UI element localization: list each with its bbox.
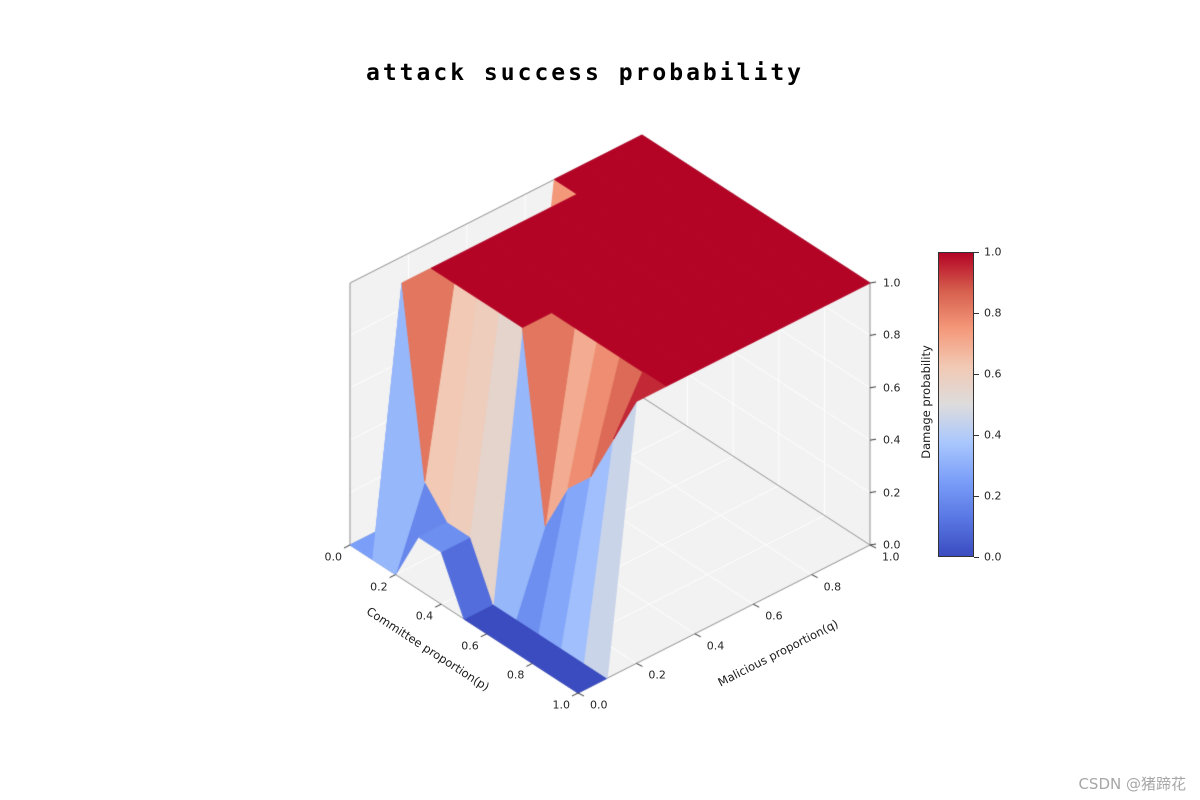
- colorbar-tick: [974, 374, 979, 375]
- chart-title: attack success probability: [365, 60, 805, 86]
- colorbar-tick: [974, 435, 979, 436]
- z-tick-label: 0.6: [883, 381, 901, 395]
- z-tick-label: 1.0: [883, 276, 901, 290]
- colorbar-tick-label: 0.2: [984, 489, 1002, 503]
- colorbar-tick: [974, 557, 979, 558]
- colorbar-tick-label: 0.8: [984, 306, 1002, 320]
- x-tick-label: 0.8: [506, 668, 525, 682]
- colorbar-tick-label: 1.0: [984, 245, 1002, 259]
- y-tick-label: 0.4: [706, 639, 725, 653]
- colorbar-gradient: [938, 252, 974, 557]
- x-tick-label: 0.0: [324, 550, 343, 564]
- x-tick-label: 0.6: [461, 639, 479, 653]
- z-tick-label: 0.0: [883, 538, 901, 552]
- colorbar-tick-label: 0.4: [984, 428, 1002, 442]
- z-tick-label: 0.4: [883, 433, 901, 447]
- z-tick-label: 0.8: [883, 328, 901, 342]
- x-tick-label: 0.4: [415, 609, 434, 623]
- z-axis-label: Damage probability: [919, 345, 933, 459]
- y-tick-label: 1.0: [882, 550, 900, 564]
- colorbar-tick: [974, 496, 979, 497]
- z-tick-label: 0.2: [883, 486, 901, 500]
- watermark: CSDN @猪蹄花: [1078, 775, 1186, 793]
- colorbar-tick-label: 0.6: [984, 367, 1002, 381]
- y-tick-label: 0.8: [823, 580, 842, 594]
- x-tick-label: 1.0: [552, 698, 571, 712]
- x-tick-label: 0.2: [370, 580, 388, 594]
- y-tick-label: 0.2: [648, 668, 666, 682]
- colorbar-tick: [974, 252, 979, 253]
- y-tick-label: 0.6: [765, 609, 783, 623]
- colorbar-tick-label: 0.0: [984, 550, 1002, 564]
- colorbar-tick: [974, 313, 979, 314]
- y-tick-label: 0.0: [590, 698, 608, 712]
